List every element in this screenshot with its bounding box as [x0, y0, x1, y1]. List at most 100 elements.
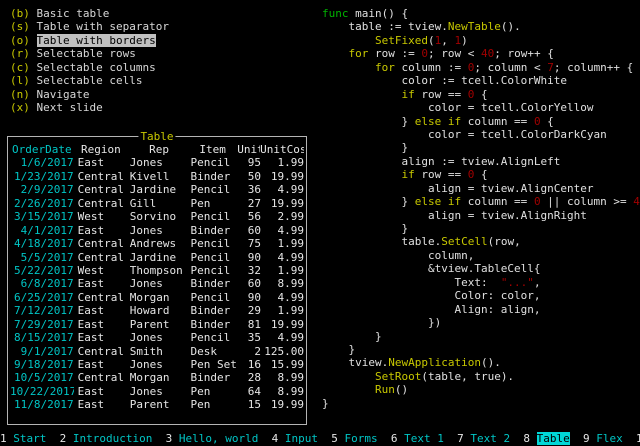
table-cell[interactable]: Gill: [129, 196, 157, 210]
table-cell[interactable]: 2: [254, 344, 262, 358]
table-cell[interactable]: Central: [77, 290, 124, 304]
table-row[interactable]: 5/22/2017 West Thompson Pencil 32 1.99: [10, 264, 304, 277]
table-cell[interactable]: Jones: [129, 277, 163, 291]
table-cell[interactable]: Jones: [129, 156, 163, 170]
table-cell[interactable]: 4/18/2017: [14, 237, 74, 251]
table-cell[interactable]: 4.99: [277, 183, 305, 197]
table-cell[interactable]: Pencil: [190, 250, 231, 264]
table-cell[interactable]: Smith: [129, 344, 163, 358]
menu-item-selectable-cells[interactable]: (l) Selectable cells: [10, 74, 300, 87]
table-cell[interactable]: East: [77, 331, 105, 345]
table-cell[interactable]: Central: [77, 237, 124, 251]
table-header-cell[interactable]: Units: [237, 143, 260, 156]
table-cell[interactable]: Jones: [129, 223, 163, 237]
table-cell[interactable]: 1.99: [277, 263, 305, 277]
table-cell[interactable]: 19.99: [270, 196, 304, 210]
table-cell[interactable]: 6/25/2017: [14, 290, 74, 304]
table-cell[interactable]: 90: [247, 290, 262, 304]
table-cell[interactable]: 4.99: [277, 290, 305, 304]
table-cell[interactable]: 11/8/2017: [14, 398, 74, 412]
table-row[interactable]: 2/9/2017 Central Jardine Pencil 36 4.99: [10, 183, 304, 196]
table-cell[interactable]: Pencil: [190, 183, 231, 197]
status-bar-item-hello-world[interactable]: 3 Hello, world: [166, 432, 259, 445]
table-row[interactable]: 4/18/2017 Central Andrews Pencil 75 1.99: [10, 237, 304, 250]
table-cell[interactable]: Parent: [129, 398, 170, 412]
table-cell[interactable]: 125.00: [264, 344, 304, 358]
table-cell[interactable]: Pencil: [190, 290, 231, 304]
table-cell[interactable]: 56: [247, 210, 262, 224]
table-row[interactable]: 2/26/2017 Central Gill Pen 27 19.99: [10, 197, 304, 210]
menu-item-table-with-borders[interactable]: (o) Table with borders: [10, 33, 300, 47]
status-bar-item-input[interactable]: 4 Input: [272, 432, 318, 445]
table-cell[interactable]: Andrews: [129, 237, 177, 251]
menu-item-table-with-separator[interactable]: (s) Table with separator: [10, 20, 300, 33]
table-row[interactable]: 7/12/2017 East Howard Binder 29 1.99: [10, 304, 304, 317]
table-row[interactable]: 9/18/2017 East Jones Pen Set 16 15.99: [10, 358, 304, 371]
table-cell[interactable]: 95: [247, 156, 262, 170]
table-cell[interactable]: Sorvino: [129, 210, 177, 224]
table-cell[interactable]: Pen Set: [190, 358, 237, 371]
table-cell[interactable]: 81: [247, 317, 262, 331]
table-cell[interactable]: 4/1/2017: [20, 223, 74, 237]
table-cell[interactable]: East: [77, 398, 105, 412]
table-cell[interactable]: East: [77, 358, 105, 371]
table-cell[interactable]: 1/6/2017: [20, 156, 74, 170]
table-cell[interactable]: Binder: [190, 277, 231, 291]
menu-item-selectable-rows[interactable]: (r) Selectable rows: [10, 47, 300, 60]
table-header-cell[interactable]: Region: [80, 143, 121, 156]
table-cell[interactable]: West: [77, 210, 105, 224]
status-bar-item-table[interactable]: 8 Table: [523, 432, 570, 445]
table-cell[interactable]: Morgan: [129, 371, 170, 385]
table-cell[interactable]: Pencil: [190, 331, 231, 345]
table-cell[interactable]: Binder: [190, 371, 231, 385]
table-row[interactable]: 3/15/2017 West Sorvino Pencil 56 2.99: [10, 210, 304, 223]
table-widget[interactable]: Table OrderDate Region Rep Item UnitsUnitCos…: [7, 130, 307, 425]
status-bar[interactable]: 1 Start 2 Introduction 3 Hello, world 4 …: [0, 431, 640, 446]
table-cell[interactable]: Central: [77, 169, 124, 183]
table-cell[interactable]: 8.99: [277, 384, 305, 398]
table-row[interactable]: 7/29/2017 East Parent Binder 81 19.99: [10, 318, 304, 331]
table-cell[interactable]: 75: [247, 237, 262, 251]
status-bar-item-text-2[interactable]: 7 Text 2: [457, 432, 510, 445]
table-cell[interactable]: 1.99: [277, 156, 305, 170]
table-cell[interactable]: 16: [247, 358, 262, 371]
table-cell[interactable]: 28: [247, 371, 262, 385]
table-cell[interactable]: 2/9/2017: [20, 183, 74, 197]
table-cell[interactable]: 19.99: [270, 317, 304, 331]
table-cell[interactable]: Jones: [129, 331, 163, 345]
table-cell[interactable]: 1.99: [277, 237, 305, 251]
table-cell[interactable]: 29: [247, 304, 262, 318]
table-cell[interactable]: Central: [77, 183, 124, 197]
table-cell[interactable]: Pencil: [190, 263, 231, 277]
table-row[interactable]: 5/5/2017 Central Jardine Pencil 90 4.99: [10, 251, 304, 264]
table-row[interactable]: 10/5/2017 Central Morgan Binder 28 8.99: [10, 371, 304, 384]
table-row[interactable]: 1/23/2017 Central Kivell Binder 50 19.99: [10, 170, 304, 183]
table-cell[interactable]: 5/22/2017: [14, 263, 74, 277]
table-cell[interactable]: 3/15/2017: [14, 210, 74, 224]
table-cell[interactable]: Jardine: [129, 183, 177, 197]
table-cell[interactable]: East: [77, 156, 105, 170]
table-cell[interactable]: Jones: [129, 358, 163, 371]
table-cell[interactable]: Pencil: [190, 210, 231, 224]
table-cell[interactable]: Jones: [129, 384, 163, 398]
table-cell[interactable]: West: [77, 263, 105, 277]
table-cell[interactable]: Pen: [190, 384, 211, 398]
table-cell[interactable]: 19.99: [270, 398, 304, 412]
table-row[interactable]: 6/8/2017 East Jones Binder 60 8.99: [10, 277, 304, 290]
status-bar-item-flex[interactable]: 9 Flex: [583, 432, 623, 445]
table-cell[interactable]: Parent: [129, 317, 170, 331]
menu-item-next-slide[interactable]: (x) Next slide: [10, 101, 300, 114]
table-cell[interactable]: Jardine: [129, 250, 177, 264]
table-grid[interactable]: OrderDateRegionRepItemUnitsUnitCost1/6/2…: [10, 143, 304, 412]
table-header-cell[interactable]: OrderDate: [12, 143, 72, 156]
table-cell[interactable]: Binder: [190, 169, 231, 183]
table-cell[interactable]: 5/5/2017: [20, 250, 74, 264]
table-cell[interactable]: 19.99: [270, 169, 304, 183]
table-cell[interactable]: 9/18/2017: [14, 358, 74, 371]
table-cell[interactable]: Pen: [190, 196, 211, 210]
table-cell[interactable]: 10/22/2017: [10, 384, 74, 398]
table-cell[interactable]: 7/12/2017: [14, 304, 74, 318]
table-cell[interactable]: East: [77, 223, 105, 237]
table-cell[interactable]: Howard: [129, 304, 170, 318]
table-cell[interactable]: Central: [77, 196, 124, 210]
